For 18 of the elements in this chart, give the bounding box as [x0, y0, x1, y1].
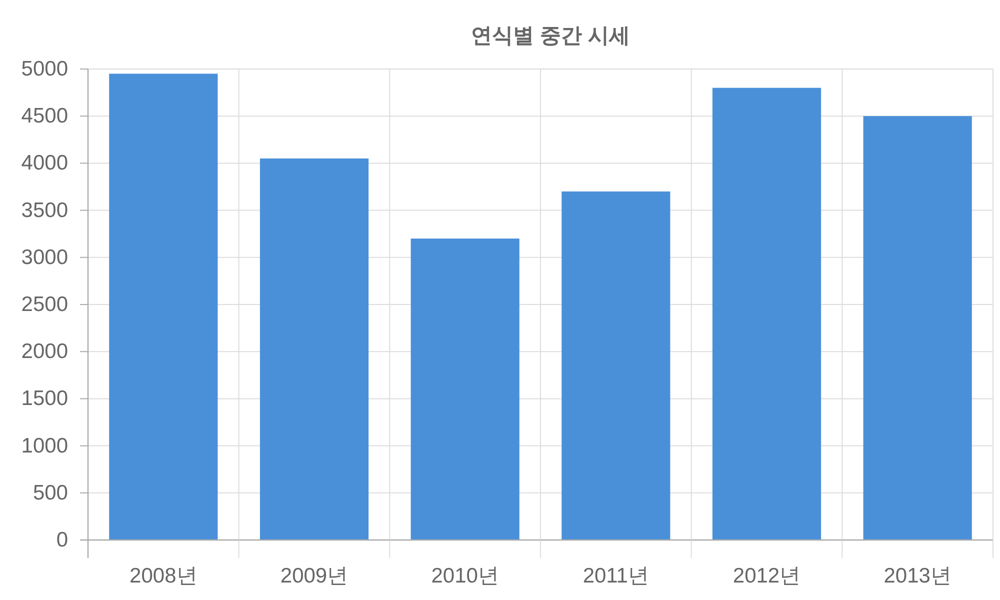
x-tick-label: 2008년 — [130, 564, 198, 588]
y-tick-label: 2000 — [21, 340, 68, 364]
y-tick-label: 4000 — [21, 152, 68, 175]
chart-title: 연식별 중간 시세 — [471, 24, 630, 48]
x-tick-label: 2010년 — [431, 564, 499, 588]
x-tick-label: 2013년 — [884, 564, 952, 588]
y-tick-label: 0 — [56, 528, 68, 552]
x-tick-label: 2011년 — [582, 564, 650, 588]
y-tick-label: 5000 — [21, 58, 68, 80]
y-tick-label: 2500 — [21, 293, 68, 316]
x-tick-label: 2012년 — [732, 564, 801, 588]
y-tick-label: 500 — [32, 481, 68, 504]
y-tick-label: 3000 — [21, 246, 68, 269]
y-tick-label: 1000 — [21, 434, 68, 458]
y-tick-label: 3500 — [21, 198, 68, 222]
y-tick-label: 1500 — [21, 387, 68, 410]
x-tick-label: 2009년 — [280, 564, 348, 588]
y-tick-label: 4500 — [21, 104, 68, 128]
